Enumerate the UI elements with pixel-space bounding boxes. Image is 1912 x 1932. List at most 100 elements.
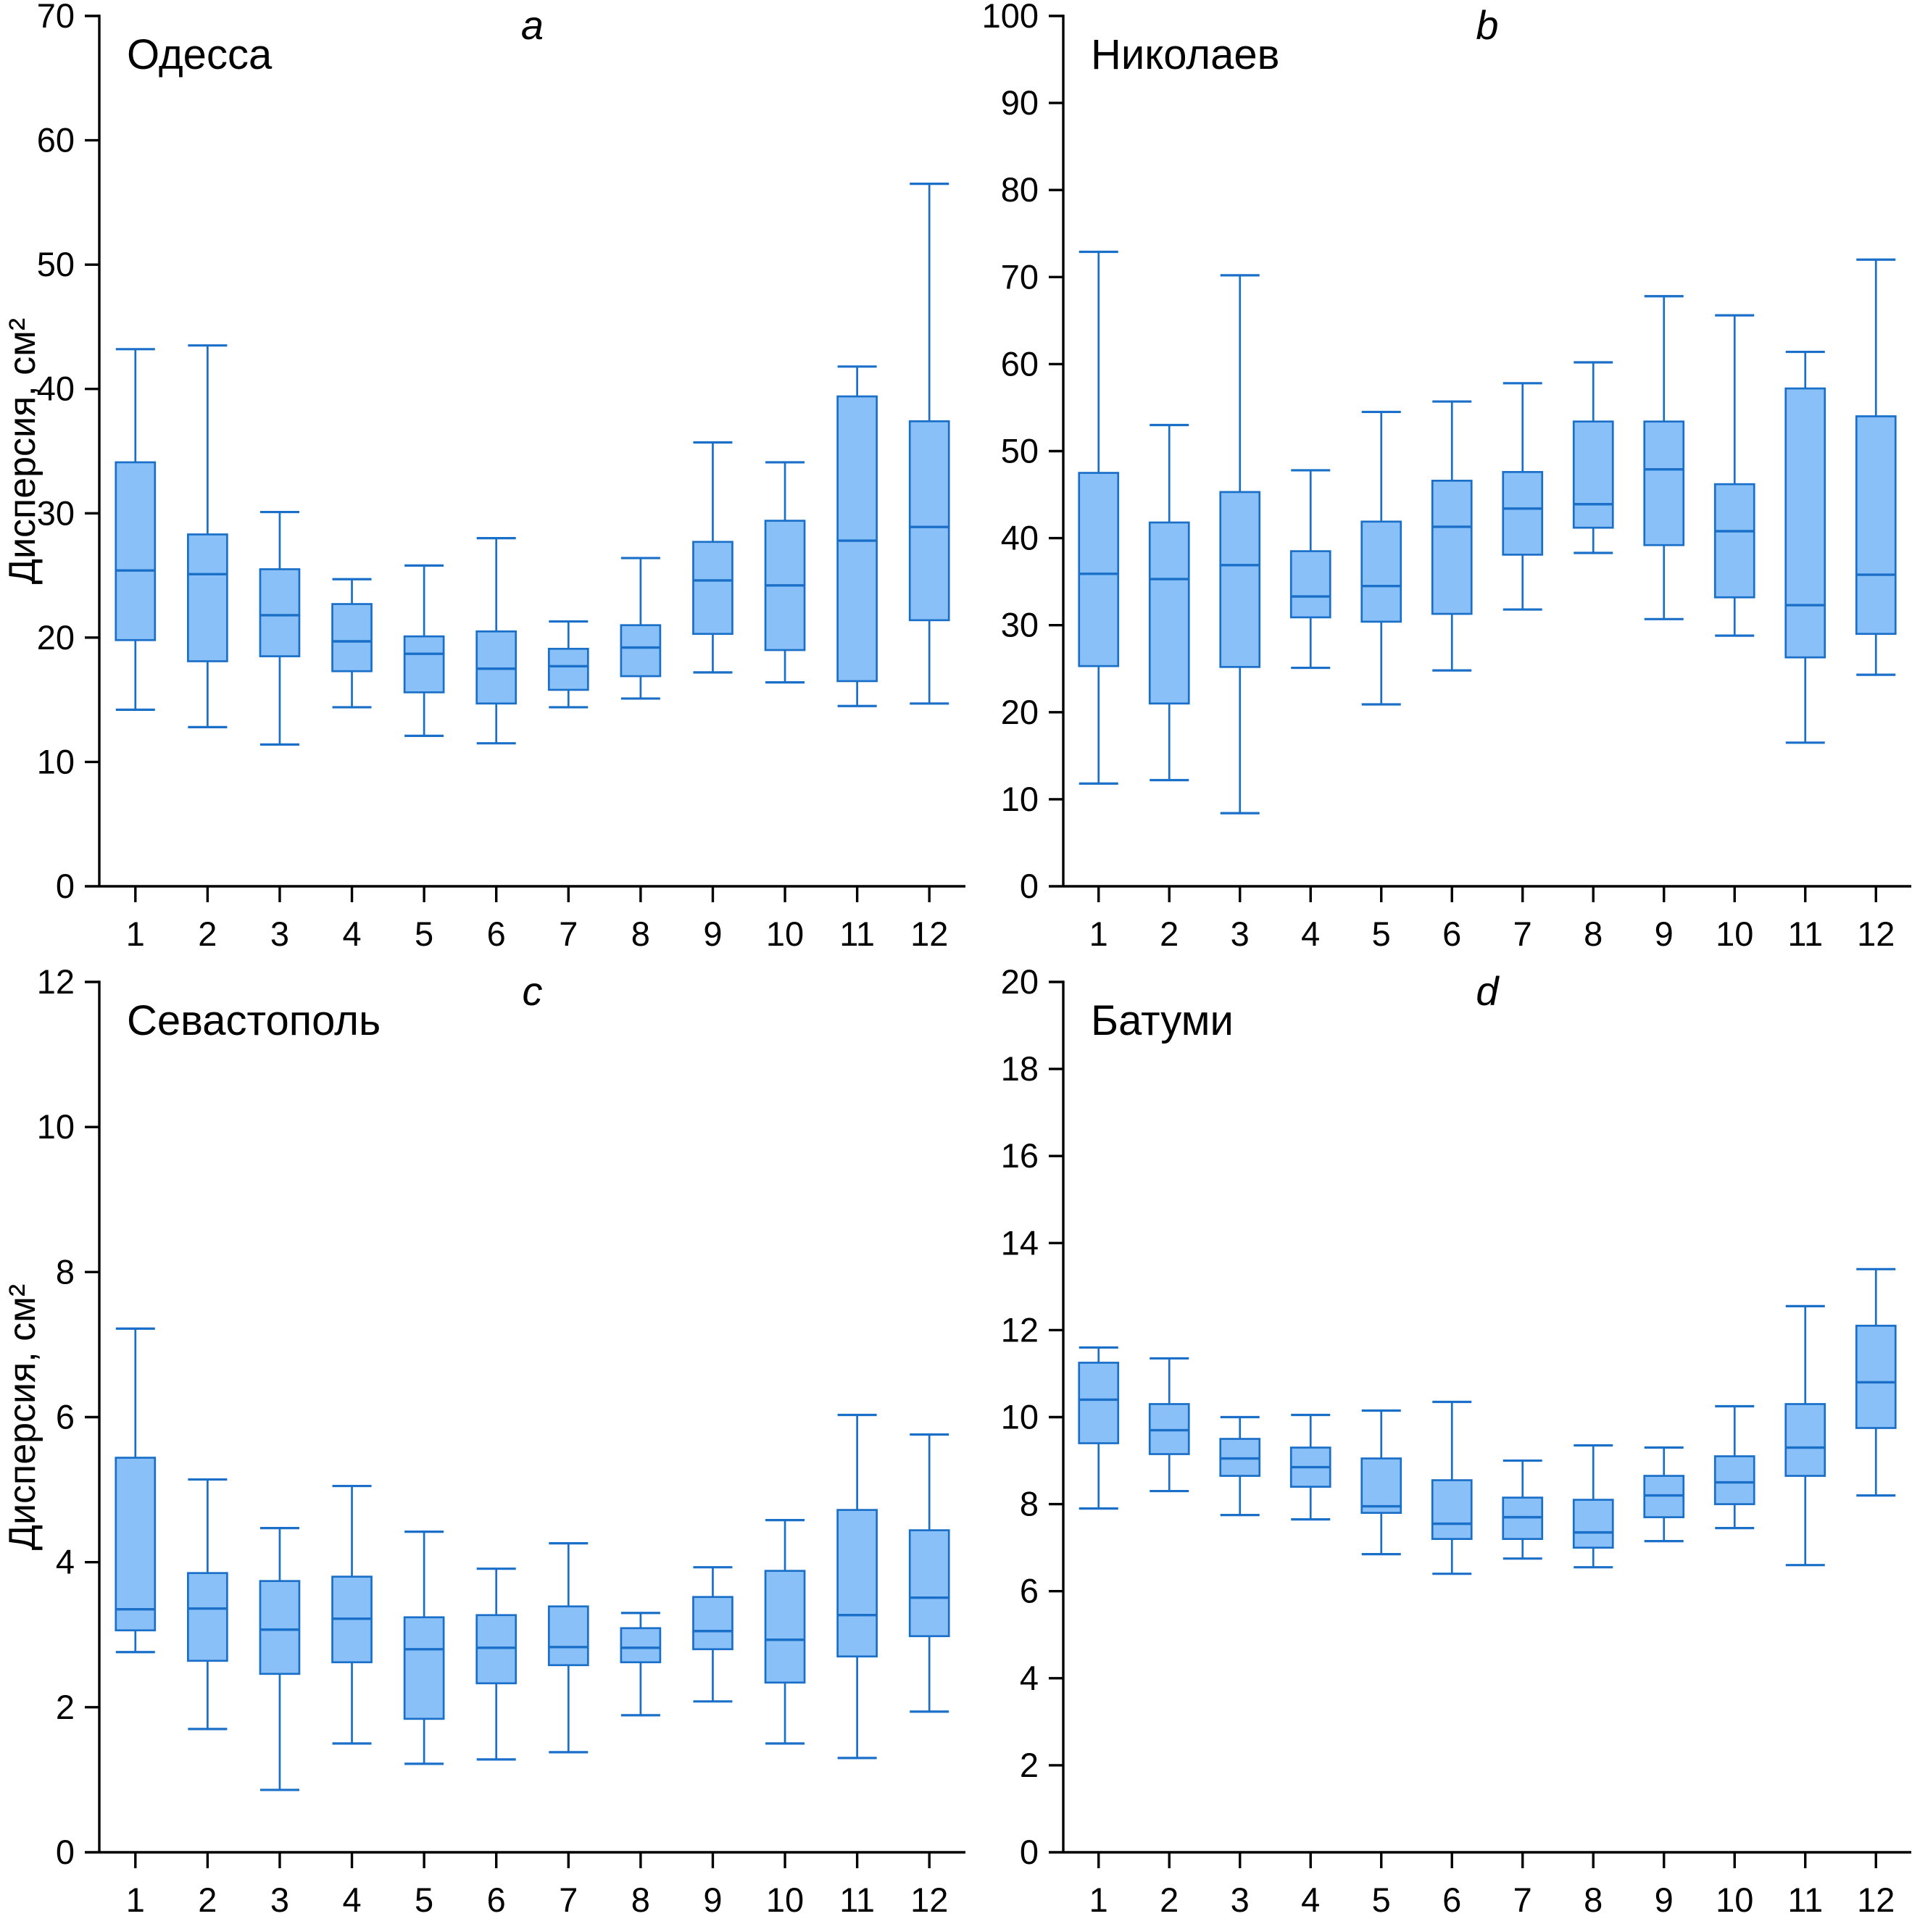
x-tick-label: 10 (1716, 915, 1753, 953)
boxplot-month-8 (620, 557, 662, 700)
y-tick-label: 8 (56, 1252, 75, 1291)
boxplot-month-8 (1572, 1444, 1614, 1569)
boxplot-month-3 (1219, 1415, 1261, 1517)
y-tick-label: 20 (1001, 962, 1039, 1001)
boxplot-month-4 (1289, 1413, 1331, 1521)
x-tick-label: 11 (1787, 1881, 1823, 1919)
x-tick-label: 10 (766, 1881, 804, 1919)
x-tick-label: 11 (839, 1881, 875, 1919)
x-tick-label: 6 (1442, 915, 1461, 953)
boxplot-month-12 (908, 183, 950, 705)
y-tick-label: 40 (1001, 519, 1039, 557)
x-tick-label: 9 (1655, 915, 1674, 953)
x-tick-label: 12 (910, 915, 948, 953)
iqr-box (331, 603, 373, 673)
y-tick-label: 60 (1001, 344, 1039, 383)
y-tick-label: 10 (1001, 780, 1039, 818)
y-tick-label: 30 (1001, 606, 1039, 644)
x-tick-label: 4 (342, 1881, 361, 1919)
y-axis-title: Дисперсия, см² (1, 318, 43, 584)
x-tick-label: 1 (126, 915, 145, 953)
boxplot-month-3 (259, 1527, 301, 1791)
y-tick-label: 60 (37, 121, 75, 159)
iqr-box (764, 1570, 806, 1684)
x-tick-label: 4 (342, 915, 361, 953)
boxplot-month-10 (1713, 314, 1755, 637)
iqr-box (1713, 483, 1755, 599)
boxplot-month-3 (1219, 274, 1261, 815)
boxplot-month-7 (1502, 1459, 1544, 1560)
boxplot-month-5 (403, 564, 445, 737)
boxplot-month-4 (331, 1484, 373, 1745)
x-tick-label: 10 (766, 915, 804, 953)
y-tick-label: 90 (1001, 83, 1039, 122)
iqr-box (1360, 520, 1402, 623)
y-tick-label: 70 (37, 0, 75, 35)
boxplot-month-8 (620, 1612, 662, 1717)
y-tick-label: 80 (1001, 170, 1039, 209)
iqr-box (259, 1580, 301, 1675)
iqr-box (475, 630, 518, 705)
y-tick-label: 18 (1001, 1049, 1039, 1088)
y-tick-label: 0 (1020, 1833, 1039, 1871)
y-tick-label: 0 (1020, 867, 1039, 905)
y-tick-label: 16 (1001, 1136, 1039, 1175)
boxplot-month-6 (475, 1567, 518, 1761)
y-tick-label: 2 (1020, 1746, 1039, 1784)
iqr-box (1078, 472, 1120, 667)
y-tick-label: 30 (37, 494, 75, 532)
iqr-box (475, 1614, 518, 1685)
y-tick-label: 12 (1001, 1310, 1039, 1349)
y-tick-label: 70 (1001, 257, 1039, 296)
x-tick-label: 8 (1584, 915, 1603, 953)
boxplot-month-2 (1148, 1357, 1190, 1493)
iqr-box (908, 420, 950, 622)
x-tick-label: 5 (415, 1881, 433, 1919)
iqr-box (547, 647, 589, 691)
panel-title: Батуми (1091, 997, 1234, 1044)
boxplot-month-5 (1360, 410, 1402, 706)
y-tick-label: 10 (1001, 1398, 1039, 1436)
boxplot-month-6 (1431, 400, 1473, 672)
iqr-box (187, 533, 228, 662)
y-tick-label: 14 (1001, 1223, 1039, 1262)
x-tick-label: 7 (1513, 1881, 1532, 1919)
iqr-box (692, 541, 733, 636)
y-tick-label: 10 (37, 1107, 75, 1146)
iqr-box (1572, 420, 1614, 529)
boxplot-month-2 (1148, 423, 1190, 782)
iqr-box (1502, 470, 1544, 556)
boxplot-month-8 (1572, 361, 1614, 554)
iqr-box (1360, 1457, 1402, 1514)
iqr-box (547, 1605, 589, 1667)
boxplot-month-10 (764, 1519, 806, 1745)
boxplot-month-9 (692, 1566, 733, 1703)
y-tick-label: 2 (56, 1688, 75, 1726)
x-tick-label: 4 (1301, 915, 1320, 953)
boxplot-month-9 (1643, 1446, 1685, 1543)
boxplot-month-11 (1784, 1304, 1826, 1567)
panel-title: Николаев (1091, 31, 1279, 78)
iqr-box (1784, 387, 1826, 659)
y-tick-label: 50 (1001, 432, 1039, 470)
boxplot-month-9 (692, 441, 733, 674)
iqr-box (403, 635, 445, 694)
x-tick-label: 12 (910, 1881, 948, 1919)
y-tick-label: 6 (56, 1398, 75, 1436)
x-tick-label: 3 (270, 915, 289, 953)
boxplot-month-1 (115, 1327, 157, 1654)
iqr-box (1855, 415, 1897, 636)
y-tick-label: 6 (1020, 1572, 1039, 1610)
iqr-box (1855, 1325, 1897, 1429)
x-tick-label: 11 (1787, 915, 1823, 953)
x-tick-label: 6 (1442, 1881, 1461, 1919)
x-tick-label: 3 (270, 1881, 289, 1919)
x-tick-label: 4 (1301, 1881, 1320, 1919)
iqr-box (692, 1596, 733, 1651)
x-tick-label: 1 (1089, 915, 1108, 953)
iqr-box (1643, 420, 1685, 546)
